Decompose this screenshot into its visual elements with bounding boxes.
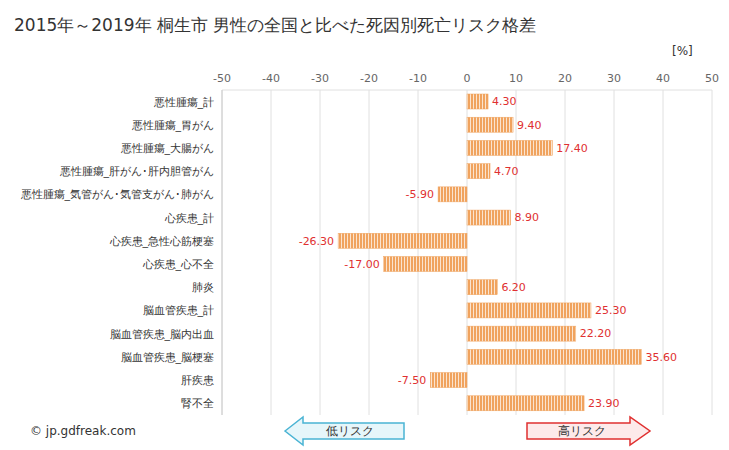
svg-text:20: 20 [558, 72, 572, 85]
svg-text:-10: -10 [409, 72, 427, 85]
svg-text:30: 30 [607, 72, 621, 85]
svg-text:-20: -20 [360, 72, 378, 85]
svg-text:-5.90: -5.90 [406, 188, 434, 201]
html-text:© jp.gdfreak.com: © jp.gdfreak.com [30, 424, 136, 438]
svg-text:-7.50: -7.50 [398, 374, 426, 387]
svg-text:35.60: 35.60 [645, 351, 677, 364]
svg-text:50: 50 [705, 72, 719, 85]
svg-text:9.40: 9.40 [517, 119, 542, 132]
svg-text:-40: -40 [262, 72, 280, 85]
svg-text:6.20: 6.20 [501, 281, 526, 294]
svg-text:-17.00: -17.00 [344, 258, 379, 271]
svg-text:-50: -50 [213, 72, 231, 85]
svg-text:22.20: 22.20 [580, 327, 612, 340]
svg-text:-30: -30 [311, 72, 329, 85]
svg-text:8.90: 8.90 [515, 211, 540, 224]
svg-text:脳血管疾患_脳梗塞: 脳血管疾患_脳梗塞 [121, 351, 215, 364]
svg-text:低リスク: 低リスク [326, 424, 374, 438]
svg-text:4.70: 4.70 [494, 165, 519, 178]
svg-text:悪性腫瘍_肝がん･肝内胆管がん: 悪性腫瘍_肝がん･肝内胆管がん [59, 165, 215, 178]
svg-text:脳血管疾患_計: 脳血管疾患_計 [143, 304, 215, 317]
svg-text:脳血管疾患_脳内出血: 脳血管疾患_脳内出血 [110, 328, 215, 341]
svg-text:25.30: 25.30 [595, 304, 627, 317]
html-text:2015年～2019年 桐生市 男性の全国と比べた死因別死亡: 2015年～2019年 桐生市 男性の全国と比べた死因別死亡リスク格差 [14, 15, 537, 35]
svg-text:心疾患_急性心筋梗塞: 心疾患_急性心筋梗塞 [109, 235, 215, 248]
svg-text:肺炎: 肺炎 [192, 281, 214, 294]
svg-text:心疾患_心不全: 心疾患_心不全 [142, 258, 215, 271]
svg-text:腎不全: 腎不全 [181, 397, 214, 410]
svg-text:23.90: 23.90 [588, 397, 620, 410]
svg-text:悪性腫瘍_計: 悪性腫瘍_計 [153, 96, 215, 109]
svg-text:-26.30: -26.30 [299, 235, 334, 248]
svg-text:心疾患_計: 心疾患_計 [164, 212, 215, 225]
svg-text:悪性腫瘍_気管がん･気管支がん･肺がん: 悪性腫瘍_気管がん･気管支がん･肺がん [20, 188, 215, 201]
svg-text:肝疾患: 肝疾患 [181, 374, 214, 387]
svg-text:悪性腫瘍_大腸がん: 悪性腫瘍_大腸がん [120, 142, 215, 155]
svg-text:高リスク: 高リスク [558, 424, 606, 438]
svg-text:10: 10 [509, 72, 523, 85]
svg-text:40: 40 [656, 72, 670, 85]
svg-text:4.30: 4.30 [492, 95, 517, 108]
svg-text:17.40: 17.40 [556, 142, 588, 155]
svg-text:0: 0 [464, 72, 471, 85]
svg-text:悪性腫瘍_胃がん: 悪性腫瘍_胃がん [131, 119, 215, 132]
